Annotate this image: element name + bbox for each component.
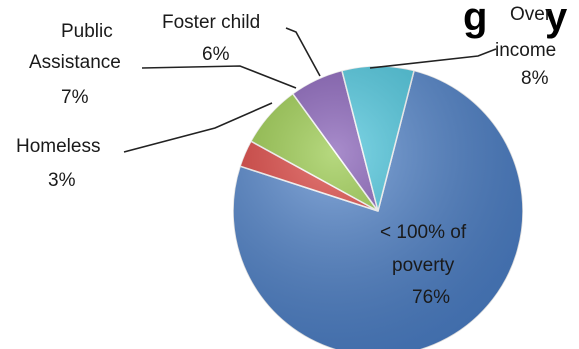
leader-line-public-assistance xyxy=(141,65,297,89)
pie-slices xyxy=(232,65,524,349)
label-public-assistance-line2: Assistance xyxy=(29,52,121,73)
label-poverty-value: 76% xyxy=(412,287,450,308)
slice-labels: Public Assistance 7% Foster child 6% Ove… xyxy=(16,4,556,308)
label-foster-child-value: 6% xyxy=(202,44,230,65)
label-over-income-line1: Over xyxy=(510,4,552,25)
label-homeless-value: 3% xyxy=(48,170,76,191)
chart-title-fragment: g xyxy=(463,0,487,39)
label-poverty-line2: poverty xyxy=(392,255,455,276)
leader-line-foster-child xyxy=(285,27,321,77)
label-public-assistance-value: 7% xyxy=(61,87,89,108)
label-over-income-value: 8% xyxy=(521,68,549,89)
leader-lines xyxy=(123,27,497,153)
label-public-assistance-line1: Public xyxy=(61,21,113,42)
leader-line-homeless xyxy=(123,102,273,153)
label-over-income-line2: income xyxy=(495,40,556,61)
chart-title-fragment-2: y xyxy=(545,0,568,39)
label-foster-child: Foster child xyxy=(162,12,260,33)
leader-line-over-income xyxy=(369,48,497,69)
label-homeless: Homeless xyxy=(16,136,100,157)
label-poverty-line1: < 100% of xyxy=(380,222,467,243)
